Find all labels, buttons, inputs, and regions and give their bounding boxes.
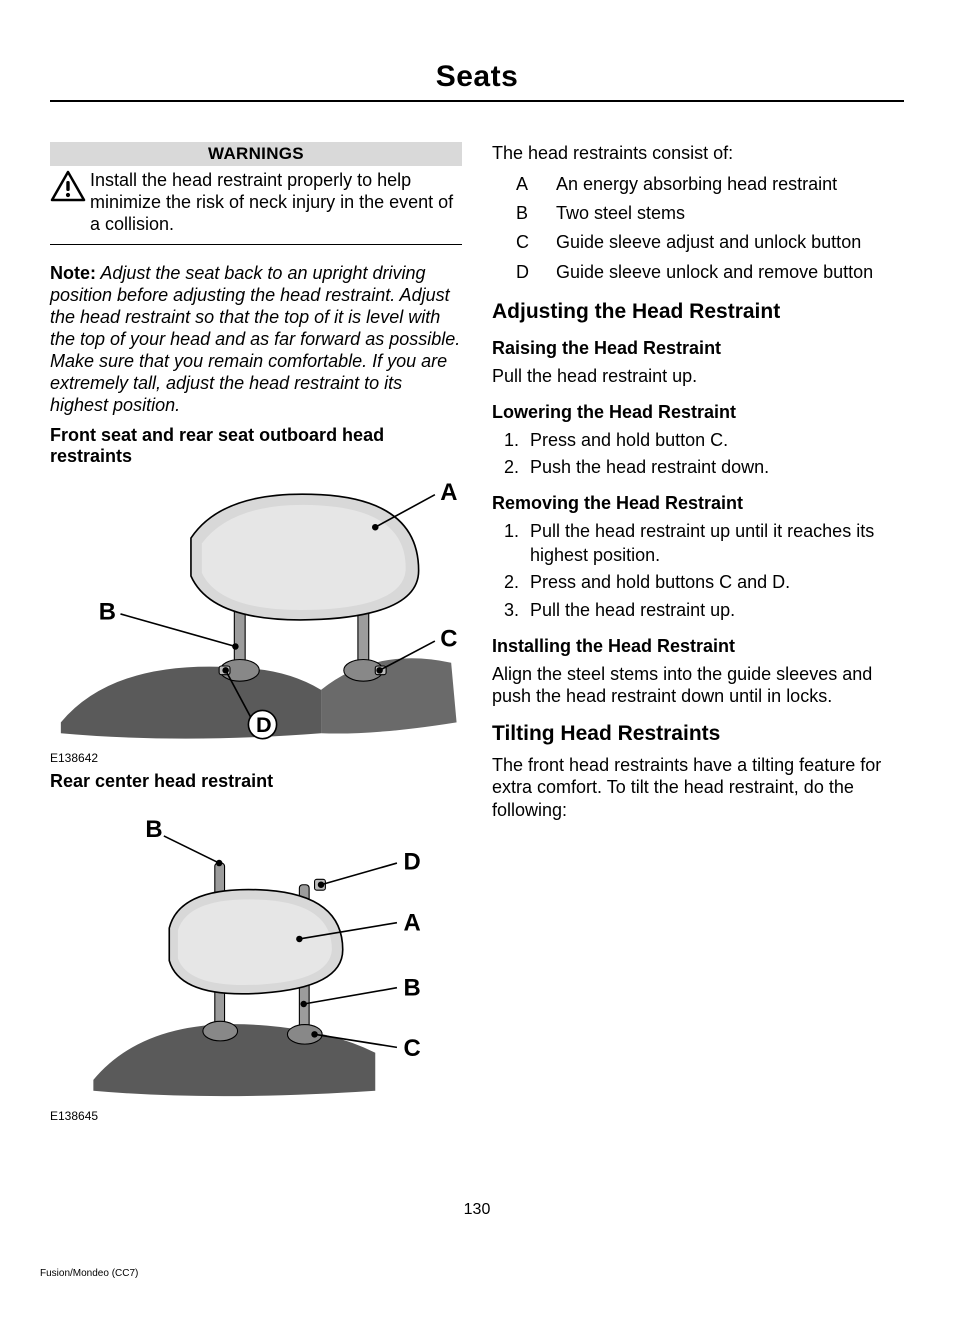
part-b-key: B [516,202,556,225]
heading-adjusting: Adjusting the Head Restraint [492,300,904,324]
content-columns: WARNINGS Install the head restraint prop… [50,142,904,1125]
note-body: Adjust the seat back to an upright drivi… [50,263,460,415]
warning-text: Install the head restraint properly to h… [90,170,462,236]
svg-text:C: C [440,625,457,652]
svg-text:B: B [99,598,116,625]
note-label: Note: [50,263,96,283]
figure-2-caption: E138645 [50,1109,462,1123]
remove-step-2: Press and hold buttons C and D. [524,571,904,594]
lower-step-1: Press and hold button C. [524,429,904,452]
heading-tilting: Tilting Head Restraints [492,722,904,746]
right-column: The head restraints consist of: AAn ener… [492,142,904,1125]
page-title: Seats [50,60,904,102]
svg-text:D: D [256,712,272,737]
part-b-value: Two steel stems [556,202,685,225]
part-a: AAn energy absorbing head restraint [516,173,904,196]
part-c-key: C [516,231,556,254]
part-d-key: D [516,261,556,284]
part-d-value: Guide sleeve unlock and remove button [556,261,873,284]
part-b: BTwo steel stems [516,202,904,225]
heading-installing: Installing the Head Restraint [492,636,904,657]
remove-step-1: Pull the head restraint up until it reac… [524,520,904,567]
figure-1: A B C D E138642 [50,473,462,765]
svg-text:B: B [145,816,162,843]
part-c: CGuide sleeve adjust and unlock button [516,231,904,254]
svg-text:B: B [403,975,420,1002]
heading-lowering: Lowering the Head Restraint [492,402,904,423]
part-c-value: Guide sleeve adjust and unlock button [556,231,861,254]
subheading-front-rear: Front seat and rear seat outboard head r… [50,425,462,467]
warning-block: Install the head restraint properly to h… [50,166,462,245]
figure-1-caption: E138642 [50,751,462,765]
svg-text:C: C [403,1035,420,1062]
page-number: 130 [0,1201,954,1219]
part-d: DGuide sleeve unlock and remove button [516,261,904,284]
note-block: Note: Adjust the seat back to an upright… [50,263,462,417]
footer-model: Fusion/Mondeo (CC7) [40,1268,138,1279]
tilt-body: The front head restraints have a tilting… [492,754,904,822]
remove-steps: Pull the head restraint up until it reac… [492,520,904,622]
intro-text: The head restraints consist of: [492,142,904,165]
install-body: Align the steel stems into the guide sle… [492,663,904,708]
subheading-rear-center: Rear center head restraint [50,771,462,792]
heading-raising: Raising the Head Restraint [492,338,904,359]
lower-step-2: Push the head restraint down. [524,456,904,479]
warnings-header: WARNINGS [50,142,462,166]
svg-text:A: A [440,479,457,506]
svg-text:A: A [403,910,420,937]
heading-removing: Removing the Head Restraint [492,493,904,514]
parts-list: AAn energy absorbing head restraint BTwo… [492,173,904,285]
part-a-key: A [516,173,556,196]
raise-body: Pull the head restraint up. [492,365,904,388]
figure-2: B D A B C E138645 [50,798,462,1123]
remove-step-3: Pull the head restraint up. [524,599,904,622]
lower-steps: Press and hold button C. Push the head r… [492,429,904,480]
warning-icon [50,170,86,202]
svg-text:D: D [403,849,420,876]
left-column: WARNINGS Install the head restraint prop… [50,142,462,1125]
part-a-value: An energy absorbing head restraint [556,173,837,196]
